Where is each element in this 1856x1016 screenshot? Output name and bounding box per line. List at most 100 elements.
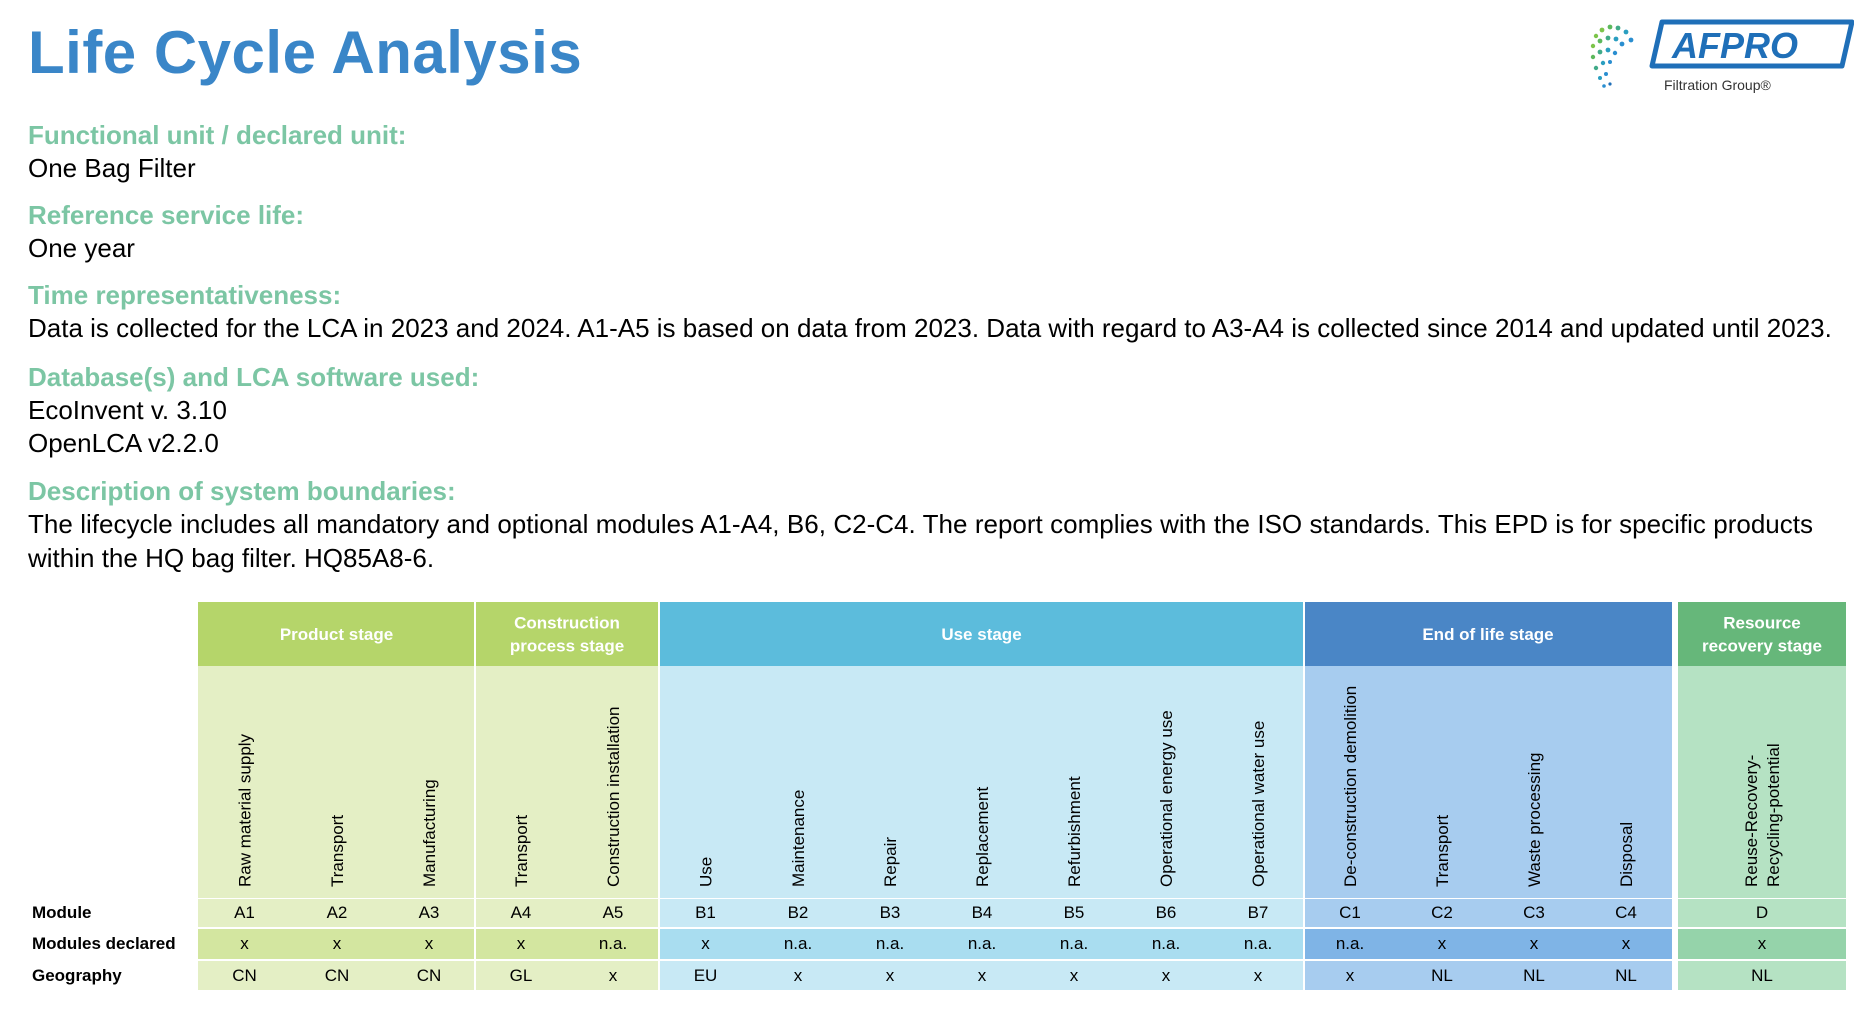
module-geography: NL [1751, 966, 1773, 985]
module-code: A4 [511, 903, 532, 922]
module-geography: CN [325, 966, 350, 985]
module-declared: n.a. [1336, 934, 1364, 953]
page-title: Life Cycle Analysis [28, 19, 583, 86]
afpro-logo: AFPRO Filtration Group® [1590, 19, 1854, 93]
module-code: D [1756, 903, 1768, 922]
module-declared: x [240, 934, 249, 953]
system-boundaries-label: Description of system boundaries: [28, 476, 456, 506]
service-life-value: One year [28, 233, 135, 263]
column-label: Construction installation [604, 707, 623, 887]
column-label: Disposal [1617, 822, 1636, 887]
row-label: Module [32, 903, 92, 922]
afpro-brand: AFPRO [1671, 25, 1798, 66]
stage-row-band [659, 929, 1304, 959]
stage-body [475, 666, 659, 898]
column-label: Maintenance [789, 790, 808, 887]
column-label: Transport [328, 815, 347, 887]
column-label: Refurbishment [1065, 776, 1084, 887]
stage-body [659, 666, 1304, 898]
row-label: Geography [32, 966, 122, 985]
stage-name: Use stage [941, 625, 1021, 644]
module-geography: NL [1431, 966, 1453, 985]
column-label: Reuse-Recovery- [1742, 755, 1761, 887]
module-geography: GL [510, 966, 533, 985]
functional-unit-value: One Bag Filter [28, 153, 196, 183]
stage-row-band [475, 899, 659, 927]
module-geography: x [1162, 966, 1171, 985]
stage-row-band [198, 961, 475, 990]
module-code: C1 [1339, 903, 1361, 922]
afpro-tagline: Filtration Group® [1664, 77, 1771, 93]
module-code: B1 [695, 903, 716, 922]
module-geography: x [1346, 966, 1355, 985]
module-declared: x [701, 934, 710, 953]
column-label: Operational water use [1249, 721, 1268, 887]
row-label: Modules declared [32, 934, 176, 953]
system-boundaries-text: The lifecycle includes all mandatory and… [28, 509, 1813, 573]
module-declared: n.a. [968, 934, 996, 953]
stage-header [1304, 602, 1672, 666]
column-label: Raw material supply [236, 733, 255, 887]
database-value-1: EcoInvent v. 3.10 [28, 395, 227, 425]
column-label: Repair [881, 837, 900, 887]
stage-header [659, 602, 1304, 666]
module-code: A1 [234, 903, 255, 922]
module-declared: n.a. [876, 934, 904, 953]
stage-row-band [475, 929, 659, 959]
column-label: Transport [512, 815, 531, 887]
module-geography: NL [1615, 966, 1637, 985]
module-declared: x [517, 934, 526, 953]
column-label: Transport [1433, 815, 1452, 887]
stage-body [1304, 666, 1672, 898]
module-code: B6 [1156, 903, 1177, 922]
column-label: Recycling-potential [1764, 743, 1783, 887]
module-geography: CN [232, 966, 257, 985]
stage-row-band [198, 899, 475, 927]
stage-row-band [1678, 961, 1846, 990]
module-geography: x [886, 966, 895, 985]
stage-name: process stage [510, 637, 624, 656]
stage-header [475, 602, 659, 666]
column-label: Replacement [973, 787, 992, 887]
stage-row-band [1304, 899, 1672, 927]
module-declared: n.a. [784, 934, 812, 953]
column-label: De-construction demolition [1341, 686, 1360, 887]
module-declared: n.a. [1060, 934, 1088, 953]
module-code: A2 [327, 903, 348, 922]
module-declared: x [1622, 934, 1631, 953]
module-declared: x [1438, 934, 1447, 953]
stage-row-band [1678, 899, 1846, 927]
module-declared: x [1758, 934, 1767, 953]
module-geography: x [609, 966, 618, 985]
module-declared: x [333, 934, 342, 953]
module-code: C2 [1431, 903, 1453, 922]
module-declared: x [425, 934, 434, 953]
stage-row-band [659, 961, 1304, 990]
dot-swirl-icon [1590, 24, 1634, 88]
stage-header [1678, 602, 1846, 666]
stage-row-band [1304, 961, 1672, 990]
module-code: B3 [880, 903, 901, 922]
module-code: B4 [972, 903, 993, 922]
stage-name: Resource [1723, 614, 1800, 633]
stage-name: Construction [514, 614, 620, 633]
column-label: Use [697, 857, 716, 887]
module-declared: x [1530, 934, 1539, 953]
module-geography: NL [1523, 966, 1545, 985]
module-geography: CN [417, 966, 442, 985]
stage-row-band [475, 961, 659, 990]
functional-unit-label: Functional unit / declared unit: [28, 120, 407, 150]
stage-name: Product stage [280, 625, 393, 644]
stage-body [198, 666, 475, 898]
stage-row-band [1678, 929, 1846, 959]
module-geography: EU [694, 966, 718, 985]
stage-name: End of life stage [1422, 625, 1553, 644]
module-geography: x [978, 966, 987, 985]
column-label: Waste processing [1525, 753, 1544, 887]
module-declared: n.a. [599, 934, 627, 953]
module-code: B2 [788, 903, 809, 922]
module-declared: n.a. [1244, 934, 1272, 953]
module-code: B5 [1064, 903, 1085, 922]
stage-name: recovery stage [1702, 637, 1822, 656]
